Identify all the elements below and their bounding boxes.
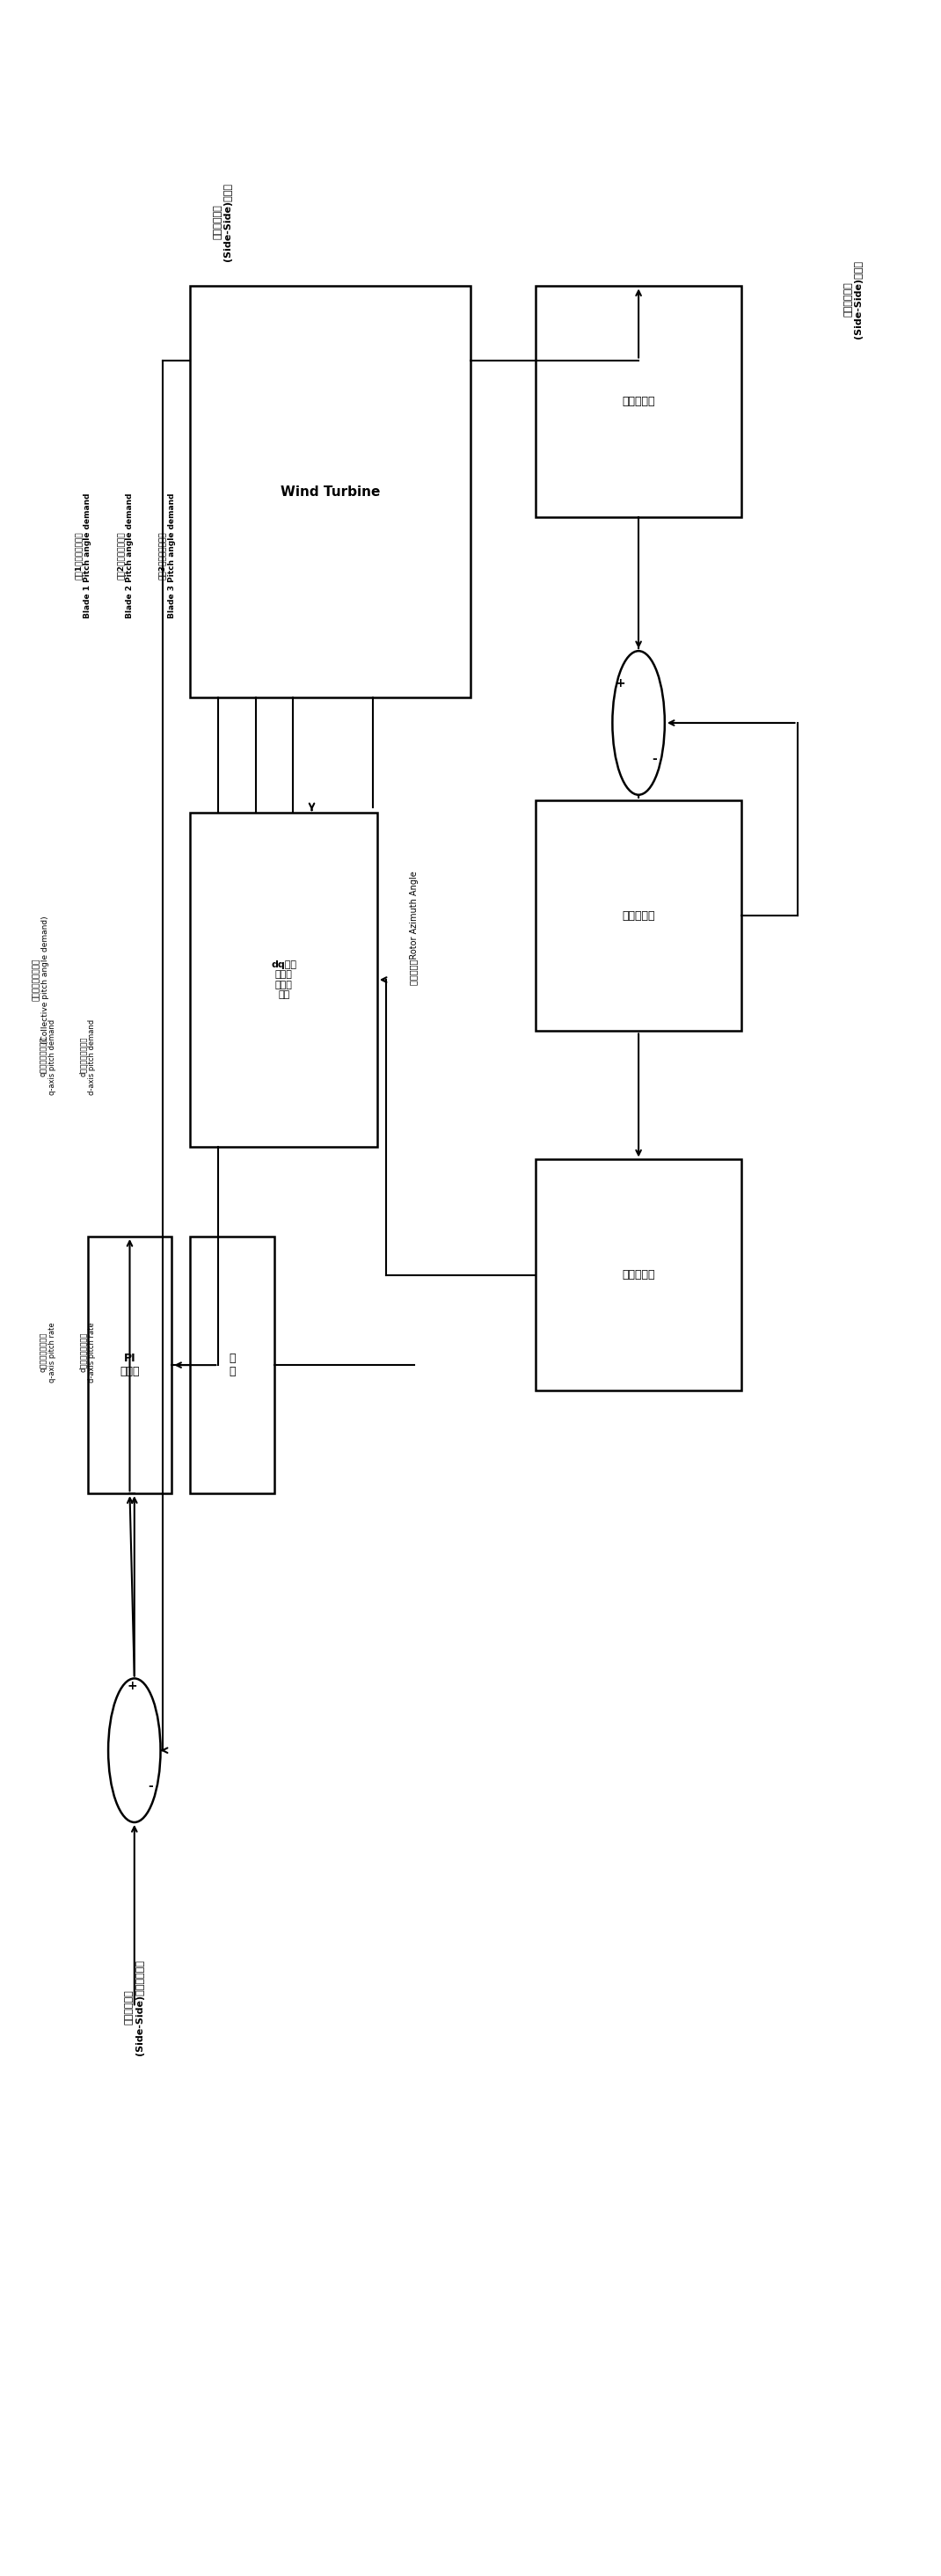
Text: Wind Turbine: Wind Turbine: [280, 484, 380, 497]
Text: 机舱左右方向
(Side-Side)加速度: 机舱左右方向 (Side-Side)加速度: [844, 260, 863, 337]
Text: 叶犇2变桨位置给定局
Blade 2 Pitch angle demand: 叶犇2变桨位置给定局 Blade 2 Pitch angle demand: [117, 492, 134, 618]
Text: q轴变桨位置给定局
q-axis pitch demand: q轴变桨位置给定局 q-axis pitch demand: [39, 1020, 56, 1095]
FancyBboxPatch shape: [535, 801, 742, 1030]
FancyBboxPatch shape: [190, 286, 470, 698]
Text: -: -: [652, 752, 657, 765]
Text: PI
控制器: PI 控制器: [120, 1352, 139, 1378]
FancyBboxPatch shape: [535, 286, 742, 518]
Text: 叶犇3变桨位置给定局
Blade 3 Pitch angle demand: 叶犇3变桨位置给定局 Blade 3 Pitch angle demand: [158, 492, 176, 618]
Text: 带通滤波器: 带通滤波器: [622, 1270, 655, 1280]
FancyBboxPatch shape: [190, 1236, 275, 1494]
Text: 陀波滤波器: 陀波滤波器: [622, 909, 655, 922]
Text: 统一变桨位置给定局
(Collective pitch angle demand): 统一变桨位置给定局 (Collective pitch angle demand…: [33, 914, 50, 1043]
Text: d轴变桨速率给定局
d-axis pitch rate: d轴变桨速率给定局 d-axis pitch rate: [79, 1321, 96, 1383]
Text: 低通滤波器: 低通滤波器: [622, 397, 655, 407]
Text: q轴变桨速率给定局
q-axis pitch rate: q轴变桨速率给定局 q-axis pitch rate: [39, 1321, 56, 1383]
Circle shape: [108, 1680, 161, 1821]
Circle shape: [613, 652, 664, 796]
Text: dq坐标
系列数
据变换
系数: dq坐标 系列数 据变换 系数: [271, 961, 296, 999]
Text: 机舱左右方向
(Side-Side)加速度: 机舱左右方向 (Side-Side)加速度: [214, 183, 232, 260]
FancyBboxPatch shape: [190, 814, 377, 1146]
Text: d轴变桨位置给定局
d-axis pitch demand: d轴变桨位置给定局 d-axis pitch demand: [79, 1020, 96, 1095]
Text: 机舱左右方向
(Side-Side)加速度给定局: 机舱左右方向 (Side-Side)加速度给定局: [125, 1960, 144, 2056]
Text: +: +: [127, 1680, 136, 1692]
Text: +: +: [615, 677, 626, 690]
Text: 叶犇1变桨位置给定局
Blade 1 Pitch angle demand: 叶犇1变桨位置给定局 Blade 1 Pitch angle demand: [74, 492, 91, 618]
FancyBboxPatch shape: [88, 1236, 171, 1494]
Text: 叶轮方向角Rotor Azimuth Angle: 叶轮方向角Rotor Azimuth Angle: [410, 871, 419, 987]
Text: -: -: [148, 1780, 152, 1793]
FancyBboxPatch shape: [535, 1159, 742, 1391]
Text: 积
分: 积 分: [229, 1352, 235, 1378]
